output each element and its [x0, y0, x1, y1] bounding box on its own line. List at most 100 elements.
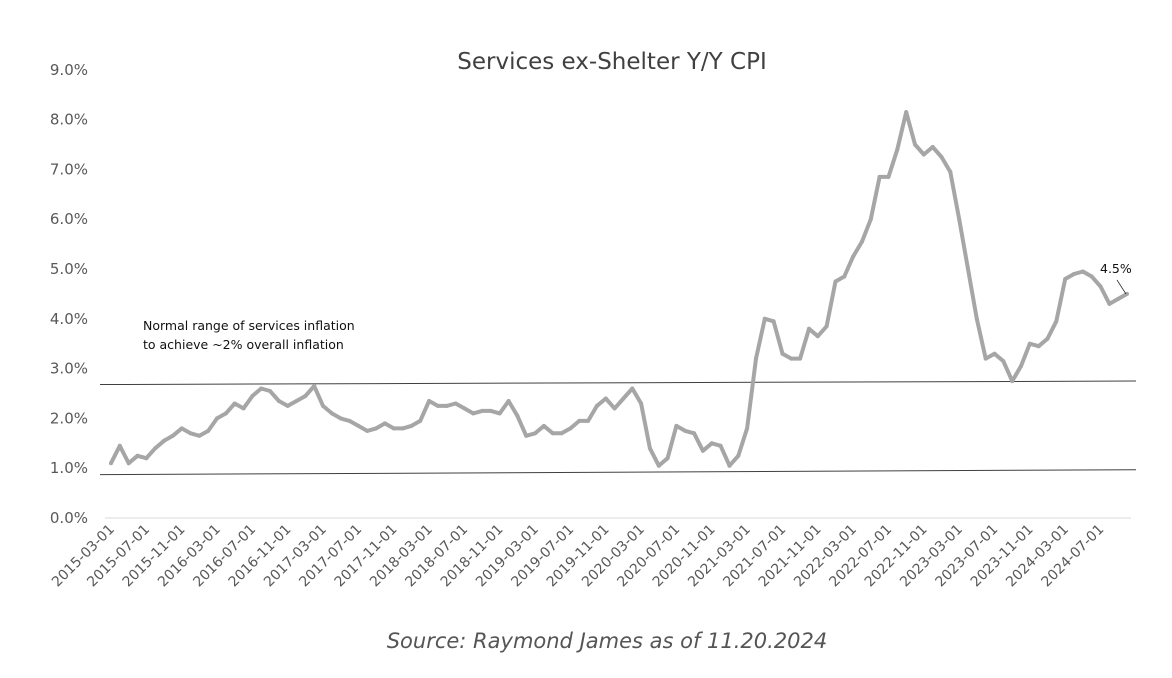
data-point	[471, 411, 476, 416]
data-point	[250, 394, 255, 398]
data-point	[321, 403, 325, 408]
data-point	[709, 441, 714, 446]
data-point	[524, 433, 529, 438]
data-point	[162, 438, 166, 443]
data-point	[268, 389, 272, 393]
data-point	[1036, 344, 1041, 349]
data-point	[427, 399, 432, 403]
data-point	[285, 403, 290, 408]
range-annotation-line2: to achieve ~2% overall inflation	[143, 337, 344, 352]
data-point	[418, 418, 423, 423]
data-point	[966, 267, 970, 271]
source-note: Source: Raymond James as of 11.20.2024	[387, 629, 828, 653]
data-point	[930, 145, 935, 149]
data-point	[736, 453, 741, 458]
data-point	[745, 426, 750, 431]
data-point	[480, 408, 485, 413]
data-point	[223, 411, 228, 416]
data-point	[807, 326, 811, 331]
lower-bound-line	[99, 469, 1137, 476]
data-point	[1001, 359, 1006, 364]
data-point	[374, 426, 379, 431]
data-point	[303, 394, 308, 398]
data-point	[347, 418, 352, 423]
data-point	[798, 356, 803, 361]
data-point	[754, 356, 758, 361]
data-point	[656, 463, 661, 468]
data-point	[692, 431, 697, 436]
data-point	[135, 453, 140, 458]
data-point	[329, 411, 334, 416]
data-point	[860, 239, 864, 244]
data-point	[851, 254, 856, 259]
data-point	[541, 423, 546, 428]
last-value-label: 4.5%	[1100, 261, 1132, 276]
series-line	[109, 110, 1128, 468]
y-tick-label: 0.0%	[50, 509, 88, 527]
y-tick-label: 5.0%	[50, 260, 88, 278]
data-point	[391, 426, 396, 431]
y-tick-label: 3.0%	[50, 360, 88, 378]
chart-title: Services ex-Shelter Y/Y CPI	[457, 49, 766, 75]
data-point	[630, 386, 635, 391]
data-point	[683, 428, 688, 433]
data-point	[621, 396, 626, 401]
data-point	[762, 316, 767, 321]
data-points	[109, 110, 1129, 468]
data-point	[382, 421, 387, 426]
data-point	[1019, 364, 1023, 369]
data-point	[559, 431, 564, 436]
data-point	[312, 384, 317, 388]
data-point	[153, 446, 158, 451]
data-point	[771, 319, 776, 324]
data-point	[939, 155, 944, 159]
data-point	[895, 147, 900, 152]
data-point	[913, 142, 917, 147]
y-tick-label: 9.0%	[50, 61, 88, 79]
data-point	[1107, 301, 1112, 306]
data-point	[1072, 272, 1076, 276]
data-point	[338, 416, 343, 421]
data-point	[877, 174, 882, 179]
x-axis: 2015-03-012015-07-012015-11-012016-03-01…	[49, 522, 1107, 591]
data-point	[886, 174, 891, 179]
data-point	[974, 316, 979, 321]
data-point	[497, 411, 502, 416]
data-point	[206, 428, 211, 433]
data-point	[727, 463, 732, 468]
data-point	[904, 110, 909, 115]
data-point	[170, 433, 175, 438]
data-point	[594, 403, 599, 408]
y-tick-label: 4.0%	[50, 310, 88, 328]
data-point	[215, 416, 219, 421]
data-point	[409, 423, 414, 428]
data-point	[586, 418, 591, 423]
data-point	[992, 351, 997, 356]
data-point	[1098, 284, 1103, 289]
data-point	[1010, 379, 1015, 384]
data-point	[647, 446, 652, 451]
data-point	[294, 399, 299, 403]
data-point	[1054, 319, 1059, 324]
data-point	[868, 217, 873, 222]
range-annotation-line1: Normal range of services inflation	[143, 318, 355, 333]
data-point	[612, 406, 617, 411]
last-value-leader	[1116, 279, 1127, 295]
data-point	[444, 403, 449, 408]
data-point	[674, 423, 679, 428]
data-point	[921, 152, 926, 157]
data-point	[435, 403, 440, 408]
data-point	[109, 461, 113, 466]
data-point	[1045, 336, 1050, 341]
data-point	[789, 356, 794, 361]
data-point	[144, 456, 149, 461]
data-point	[603, 396, 608, 401]
data-point	[665, 456, 670, 461]
data-point	[126, 461, 131, 466]
data-point	[462, 406, 467, 411]
data-point	[515, 413, 520, 418]
data-point	[356, 423, 361, 428]
y-tick-label: 7.0%	[50, 160, 88, 178]
data-point	[1063, 277, 1068, 281]
data-point	[241, 406, 246, 411]
